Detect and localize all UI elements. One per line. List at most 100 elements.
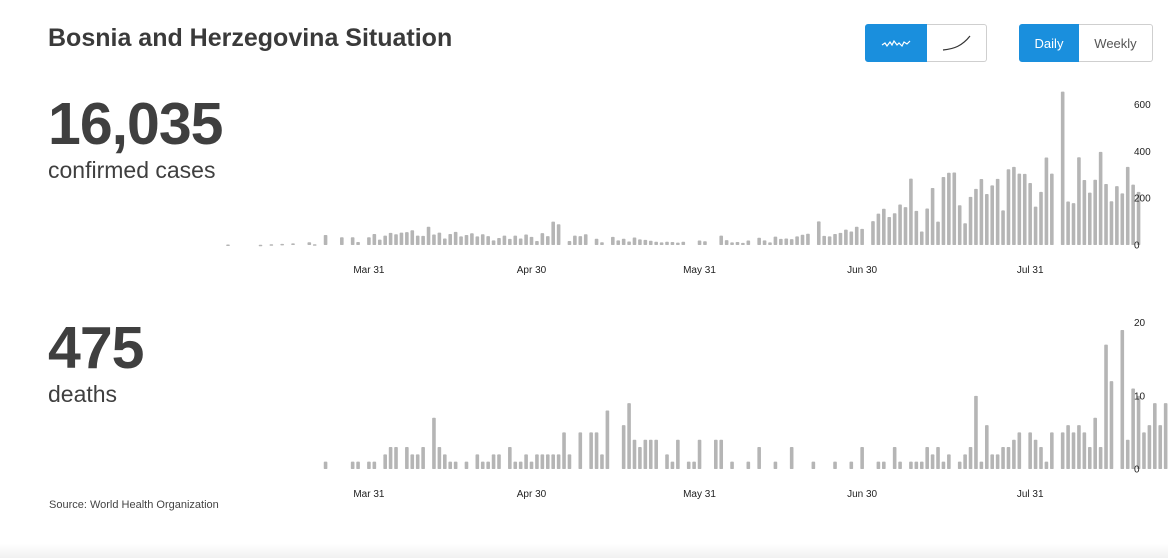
deaths-bar — [432, 417, 436, 469]
cases-bar — [367, 237, 371, 245]
scale-toggle-group — [865, 24, 987, 62]
cases-bar — [535, 241, 539, 245]
deaths-bar — [833, 461, 837, 469]
deaths-bar — [589, 432, 593, 469]
cases-bar — [448, 234, 453, 245]
cases-bar — [470, 233, 474, 245]
deaths-bar — [1153, 403, 1157, 469]
confirmed-cases-label: confirmed cases — [48, 157, 216, 183]
linear-sparkline-icon — [881, 39, 911, 48]
cases-bar — [573, 235, 577, 245]
cases-bar — [844, 229, 848, 245]
cases-bar — [909, 178, 913, 245]
cases-bar — [356, 241, 360, 245]
cases-bar — [963, 223, 967, 245]
cases-bar — [1120, 193, 1125, 245]
cases-bar — [898, 204, 902, 245]
cases-bar — [1033, 206, 1038, 245]
deaths-y-tick-label: 10 — [1134, 391, 1146, 402]
cases-bar — [312, 244, 317, 246]
cases-bar — [410, 230, 415, 245]
cases-bar — [724, 240, 729, 245]
deaths-bar — [405, 447, 409, 469]
deaths-bar — [1120, 329, 1125, 469]
cases-bar — [556, 224, 561, 245]
cases-bar — [654, 241, 658, 245]
deaths-bar — [567, 454, 572, 469]
deaths-bar — [882, 461, 886, 469]
cases-bar — [816, 221, 821, 245]
cases-bar — [697, 240, 702, 245]
cases-bar — [426, 226, 431, 245]
deaths-bar — [605, 410, 610, 469]
deaths-bar — [372, 461, 377, 469]
deaths-bar — [621, 425, 626, 469]
linear-view-button[interactable] — [865, 24, 927, 62]
cases-bar — [1131, 184, 1135, 245]
deaths-bar — [719, 439, 724, 469]
deaths-bar — [654, 439, 658, 469]
cases-bar — [627, 241, 631, 245]
deaths-bar — [930, 454, 935, 469]
deaths-bar — [773, 461, 778, 469]
cases-bar — [388, 232, 393, 245]
cases-bar — [941, 176, 946, 245]
deaths-x-tick-label: Mar 31 — [353, 489, 385, 500]
deaths-label: deaths — [48, 381, 118, 407]
cases-bar — [882, 208, 886, 245]
cases-bar — [914, 210, 919, 245]
deaths-bar — [643, 439, 648, 469]
cases-bar — [827, 236, 832, 245]
cases-x-tick-label: Apr 30 — [517, 265, 547, 276]
deaths-bar — [947, 454, 951, 469]
deaths-bar — [1071, 432, 1076, 469]
cases-bar — [1098, 151, 1103, 245]
cases-bar — [258, 244, 263, 247]
cases-bar — [497, 237, 501, 245]
deaths-bar — [415, 454, 420, 469]
deaths-bar — [443, 454, 447, 469]
cases-bar — [849, 231, 854, 245]
deaths-bar — [985, 425, 989, 469]
cases-bar — [659, 242, 664, 245]
cases-bar — [291, 243, 295, 245]
cases-bar — [621, 238, 626, 245]
deaths-bar — [1039, 447, 1043, 469]
cases-bar — [1115, 186, 1119, 245]
cases-bar — [394, 234, 398, 245]
cases-bar — [1006, 169, 1011, 245]
weekly-button[interactable]: Weekly — [1079, 24, 1153, 62]
cases-bar — [1071, 203, 1076, 245]
deaths-bar — [627, 403, 631, 469]
cases-bar — [995, 178, 1000, 245]
cases-bar — [838, 232, 843, 245]
cases-bar — [665, 241, 669, 245]
cases-bar — [871, 221, 875, 245]
deaths-bar — [535, 454, 539, 469]
daily-button[interactable]: Daily — [1019, 24, 1079, 62]
deaths-y-tick-label: 0 — [1134, 465, 1140, 476]
cases-bar — [551, 221, 555, 245]
cases-bar — [930, 187, 935, 245]
cases-bar — [681, 241, 686, 245]
deaths-bar — [730, 461, 734, 469]
cases-bar — [768, 242, 772, 245]
cases-bar — [415, 235, 420, 245]
deaths-bar — [1147, 425, 1152, 469]
cases-x-tick-label: Jul 31 — [1017, 265, 1044, 276]
deaths-bar — [665, 454, 669, 469]
deaths-bar — [757, 447, 761, 469]
cases-bar — [508, 238, 512, 245]
cases-bar — [741, 242, 745, 245]
deaths-bar — [486, 461, 490, 469]
deaths-bar — [529, 461, 534, 469]
cases-bar — [952, 172, 957, 245]
cases-bar — [1012, 166, 1016, 245]
cases-bar — [600, 242, 604, 245]
deaths-bar — [524, 454, 528, 469]
cumulative-view-button[interactable] — [927, 24, 987, 62]
cases-bar — [643, 239, 648, 245]
deaths-bar — [1087, 447, 1092, 469]
deaths-bar — [410, 454, 415, 469]
deaths-bar — [513, 461, 518, 469]
